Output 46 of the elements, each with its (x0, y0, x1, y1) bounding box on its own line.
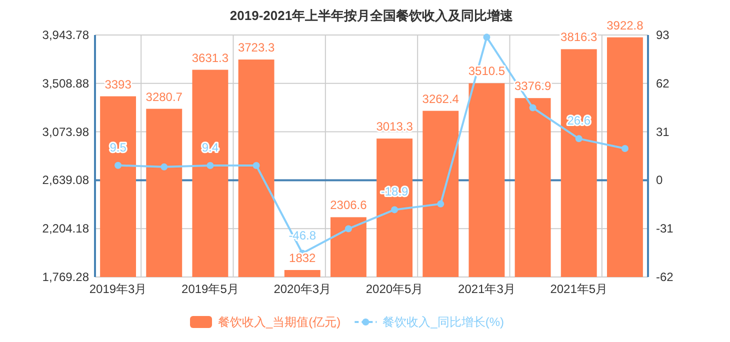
y2-tick-label: 93 (656, 28, 670, 42)
point (437, 200, 444, 208)
x-tick-label: 2019年3月 (89, 282, 147, 296)
y-tick-label: 3,508.88 (42, 76, 90, 90)
point (391, 206, 398, 214)
data-label: 3631.3 (192, 50, 229, 65)
point (621, 145, 628, 152)
point (206, 162, 214, 170)
point (114, 162, 122, 169)
data-label: 3013.3 (376, 120, 414, 134)
point (344, 225, 352, 232)
data-label: 1832 (289, 251, 316, 266)
data-label: 3922.8 (606, 18, 644, 32)
data-label: 2306.6 (330, 198, 368, 212)
y-tick-label: 1,769.28 (42, 270, 90, 284)
data-label: -18.9 (380, 184, 409, 199)
data-label: 3816.3 (560, 30, 598, 44)
chart-title: 2019-2021年上半年按月全国餐饮收入及同比增速 (230, 8, 514, 23)
data-label: 9.4 (202, 140, 219, 155)
data-label: 3280.7 (146, 90, 183, 104)
point (529, 104, 536, 112)
x-tick-label: 2020年5月 (366, 282, 424, 296)
x-tick-label: 2019年5月 (182, 282, 239, 296)
y2-tick-label: 31 (656, 124, 670, 139)
legend-label: 餐饮收入_同比增长(%) (382, 315, 504, 329)
y-tick-label: 2,639.08 (42, 173, 90, 188)
point (575, 135, 582, 142)
data-label: 26.6 (567, 114, 591, 128)
x-tick-label: 2020年3月 (274, 282, 332, 296)
x-tick-label: 2021年3月 (458, 282, 516, 296)
x-tick-label: 2021年5月 (550, 282, 608, 296)
y2-tick-label: 0 (656, 173, 663, 188)
y-tick-label: 3,943.78 (42, 28, 90, 42)
point (252, 162, 260, 170)
point (160, 163, 168, 170)
data-label: 3393 (104, 77, 132, 92)
point (483, 34, 490, 41)
y-tick-label: 2,204.18 (42, 222, 90, 236)
y-tick-label: 3,073.98 (42, 124, 90, 139)
data-label: 9.5 (110, 140, 127, 154)
y2-tick-label: 62 (656, 76, 670, 90)
legend-label: 餐饮收入_当期值(亿元) (218, 315, 341, 329)
y2-tick-label: -62 (656, 270, 674, 284)
data-label: 3262.4 (422, 92, 460, 106)
data-label: 3723.3 (238, 40, 275, 55)
y2-tick-label: -31 (656, 222, 674, 236)
